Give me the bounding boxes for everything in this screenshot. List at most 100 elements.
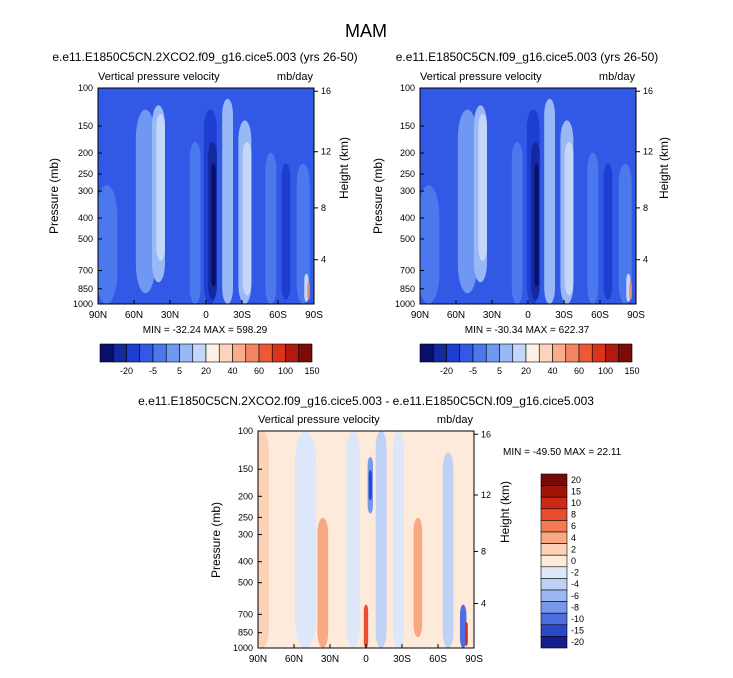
p1-contour-band-10: [242, 142, 252, 296]
p1-ytick-label: 250: [78, 169, 93, 179]
p3-htick-label: 4: [481, 599, 486, 609]
p3-ytick-label: 500: [238, 578, 253, 588]
p1-colorbar-box-7: [192, 343, 207, 363]
p1-colorbar-box-10: [232, 343, 247, 363]
p1-xtick-label: 30N: [161, 310, 179, 321]
p3-colorbar-box-11: [540, 601, 568, 614]
p2-ytick-label: 850: [400, 284, 415, 294]
p3-colorbar-box-14: [540, 636, 568, 649]
p3-colorbar-label: -15: [571, 626, 584, 636]
p2-colorbar-box-8: [525, 343, 540, 363]
p3-colorbar-label: -4: [571, 579, 579, 589]
p2-colorbar-box-12: [578, 343, 593, 363]
p3-colorbar-label: -10: [571, 614, 584, 624]
p3-colorbar-box-0: [540, 473, 568, 486]
panel-1-minmax: MIN = -32.24 MAX = 598.29: [143, 325, 268, 336]
p1-contour-band-1: [135, 109, 156, 294]
p1-ytick-label: 300: [78, 186, 93, 196]
p3-ytick-label: 200: [238, 491, 253, 501]
p3-ytick-label: 700: [238, 609, 253, 619]
p2-ytick-label: 500: [400, 234, 415, 244]
panel-3-variable-label: Vertical pressure velocity: [258, 414, 380, 426]
p2-colorbar-label: 100: [598, 366, 613, 376]
p1-contour-band-13: [281, 163, 291, 300]
p2-colorbar-box-4: [472, 343, 487, 363]
p1-htick-label: 4: [321, 255, 326, 265]
panel-2-title: e.e11.E1850C5CN.f09_g16.cice5.003 (yrs 2…: [396, 50, 659, 64]
p1-xtick-label: 90N: [89, 310, 107, 321]
p3-colorbar-label: 4: [571, 533, 576, 543]
p2-xtick-label: 60N: [447, 310, 465, 321]
p1-xtick-label: 60S: [269, 310, 287, 321]
panel-2-units-label: mb/day: [599, 71, 636, 83]
p1-colorbar-label: 20: [201, 366, 211, 376]
p1-colorbar-box-9: [218, 343, 233, 363]
p3-ytick-label: 850: [238, 628, 253, 638]
p3-contour-band-5: [368, 470, 372, 501]
p3-colorbar-box-8: [540, 566, 568, 579]
p1-colorbar-label: 150: [304, 366, 319, 376]
p2-htick-label: 4: [643, 255, 648, 265]
p2-ytick-label: 300: [400, 186, 415, 196]
p2-ytick-label: 1000: [395, 299, 415, 309]
p2-colorbar-label: -5: [469, 366, 477, 376]
p1-contour-band-11: [265, 152, 277, 304]
p2-ytick-label: 200: [400, 148, 415, 158]
p2-colorbar-box-5: [485, 343, 500, 363]
p1-colorbar-box-1: [112, 343, 127, 363]
p3-contour-band-8: [393, 431, 404, 648]
p1-htick-label: 8: [321, 203, 326, 213]
p3-htick-label: 12: [481, 490, 491, 500]
p2-xtick-label: 30S: [555, 310, 573, 321]
p3-colorbar-box-9: [540, 578, 568, 591]
p1-colorbar-box-2: [126, 343, 141, 363]
p1-colorbar-label: -20: [120, 366, 133, 376]
panel-2-axes: 90N 60N 30N 0 30S 60S 90S 100 150 200 250 300 400 500…: [395, 83, 653, 321]
p2-colorbar-label: 40: [547, 366, 557, 376]
p3-colorbar-box-10: [540, 589, 568, 602]
p2-contour-band-7: [534, 163, 539, 287]
panel-2-ylabel-right: Height (km): [657, 137, 671, 199]
p3-ytick-label: 100: [238, 426, 253, 436]
p3-colorbar-box-5: [540, 531, 568, 544]
p2-contour-band-3: [478, 113, 487, 261]
p3-xtick-label: 90S: [465, 654, 483, 665]
panel-2-field: [420, 88, 636, 304]
p3-colorbar-label: 2: [571, 544, 576, 554]
panel-3-ylabel: Pressure (mb): [209, 502, 223, 578]
p3-contour-band-0: [258, 431, 269, 648]
p1-contour-band-0: [98, 185, 118, 304]
panel-1-units-label: mb/day: [277, 71, 314, 83]
p3-htick-label: 8: [481, 546, 486, 556]
p2-contour-band-1: [457, 109, 478, 294]
p1-ytick-label: 400: [78, 213, 93, 223]
p2-colorbar-label: 20: [521, 366, 531, 376]
p1-colorbar-label: 60: [254, 366, 264, 376]
p2-colorbar-box-7: [512, 343, 527, 363]
p1-colorbar-box-3: [139, 343, 154, 363]
p1-xtick-label: 90S: [305, 310, 323, 321]
p3-colorbar-box-4: [540, 520, 568, 533]
p3-colorbar-box-7: [540, 554, 568, 568]
p3-xtick-label: 30N: [321, 654, 339, 665]
p3-contour-band-2: [317, 517, 329, 648]
p1-contour-band-3: [156, 113, 165, 261]
p1-colorbar-label: -5: [149, 366, 157, 376]
p3-colorbar-label: 20: [571, 475, 581, 485]
p1-contour-band-16: [307, 282, 310, 300]
p2-colorbar-box-9: [538, 343, 553, 363]
panel-1-field: [98, 88, 314, 304]
p2-colorbar-label: -20: [440, 366, 453, 376]
p3-ytick-label: 300: [238, 530, 253, 540]
p2-colorbar-box-10: [552, 343, 567, 363]
p3-contour-band-9: [413, 517, 423, 638]
p1-colorbar-box-0: [99, 343, 114, 363]
panel-2-variable-label: Vertical pressure velocity: [420, 71, 542, 83]
p1-colorbar-label: 40: [227, 366, 237, 376]
p2-colorbar-box-11: [565, 343, 580, 363]
p2-colorbar-box-6: [499, 343, 514, 363]
p1-colorbar-box-14: [285, 343, 300, 363]
panel-1-variable-label: Vertical pressure velocity: [98, 71, 220, 83]
